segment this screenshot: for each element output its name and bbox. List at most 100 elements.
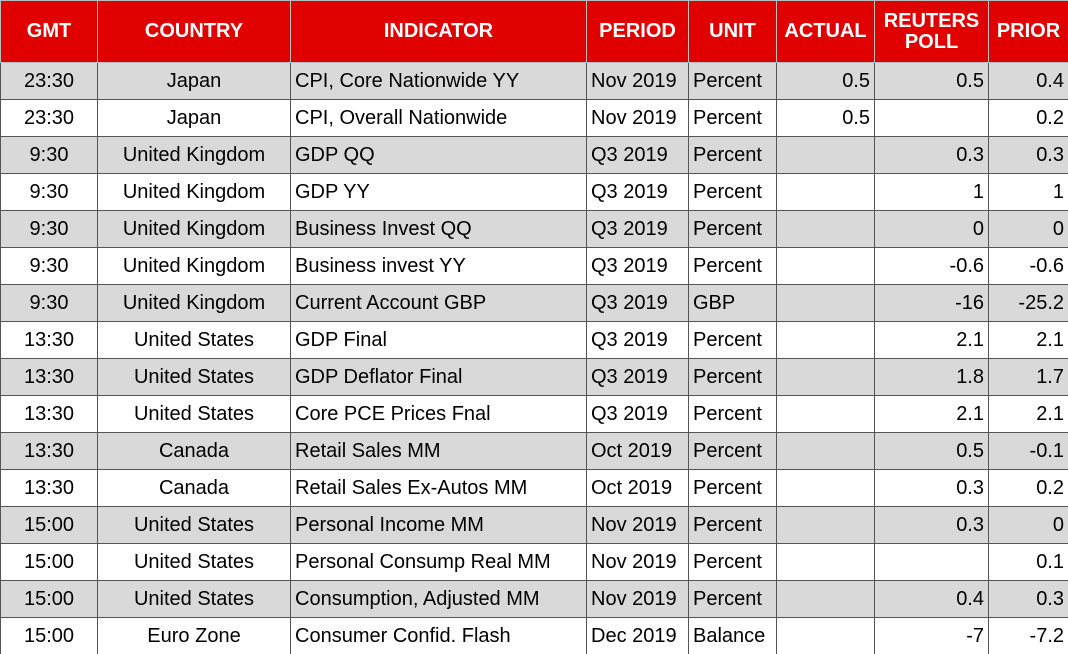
- column-header: COUNTRY: [97, 0, 291, 63]
- reuters-poll-cell: 2.1: [874, 321, 989, 359]
- period-cell: Nov 2019: [586, 62, 689, 100]
- gmt-cell: 9:30: [0, 210, 98, 248]
- indicator-cell: CPI, Overall Nationwide: [290, 99, 587, 137]
- indicator-cell: Business invest YY: [290, 247, 587, 285]
- unit-cell: Percent: [688, 543, 777, 581]
- reuters-poll-cell: -16: [874, 284, 989, 322]
- table-row: 13:30 United States GDP Deflator Final Q3 2…: [0, 358, 1068, 396]
- unit-cell: Percent: [688, 62, 777, 100]
- indicator-cell: Personal Income MM: [290, 506, 587, 544]
- column-header: ACTUAL: [776, 0, 875, 63]
- country-cell: United States: [97, 395, 291, 433]
- reuters-poll-cell: 2.1: [874, 395, 989, 433]
- indicator-cell: Consumption, Adjusted MM: [290, 580, 587, 618]
- gmt-cell: 9:30: [0, 173, 98, 211]
- indicator-cell: GDP YY: [290, 173, 587, 211]
- indicator-cell: CPI, Core Nationwide YY: [290, 62, 587, 100]
- indicator-cell: Retail Sales Ex-Autos MM: [290, 469, 587, 507]
- reuters-poll-cell: 0.3: [874, 136, 989, 174]
- reuters-poll-cell: 0.3: [874, 506, 989, 544]
- country-cell: Japan: [97, 99, 291, 137]
- period-cell: Q3 2019: [586, 173, 689, 211]
- country-cell: Canada: [97, 432, 291, 470]
- table-row: 9:30 United Kingdom Current Account GBP Q3 …: [0, 284, 1068, 322]
- country-cell: United States: [97, 506, 291, 544]
- period-cell: Q3 2019: [586, 395, 689, 433]
- gmt-cell: 9:30: [0, 284, 98, 322]
- reuters-poll-cell: -0.6: [874, 247, 989, 285]
- country-cell: United Kingdom: [97, 210, 291, 248]
- unit-cell: Percent: [688, 432, 777, 470]
- reuters-poll-cell: [874, 543, 989, 581]
- indicator-cell: GDP QQ: [290, 136, 587, 174]
- prior-cell: 1: [988, 173, 1068, 211]
- gmt-cell: 13:30: [0, 469, 98, 507]
- actual-cell: [776, 247, 875, 285]
- country-cell: United Kingdom: [97, 247, 291, 285]
- reuters-poll-cell: 0.5: [874, 62, 989, 100]
- prior-cell: 2.1: [988, 395, 1068, 433]
- unit-cell: GBP: [688, 284, 777, 322]
- prior-cell: 0.2: [988, 99, 1068, 137]
- actual-cell: [776, 469, 875, 507]
- country-cell: Japan: [97, 62, 291, 100]
- header-row: GMT COUNTRY INDICATOR PERIOD UNIT ACTUAL REUTE…: [0, 0, 1068, 63]
- gmt-cell: 13:30: [0, 395, 98, 433]
- indicator-cell: Business Invest QQ: [290, 210, 587, 248]
- period-cell: Nov 2019: [586, 506, 689, 544]
- table-row: 13:30 United States GDP Final Q3 2019 Percen…: [0, 321, 1068, 359]
- unit-cell: Percent: [688, 321, 777, 359]
- country-cell: Euro Zone: [97, 617, 291, 654]
- gmt-cell: 15:00: [0, 580, 98, 618]
- prior-cell: 0.2: [988, 469, 1068, 507]
- prior-cell: 0.3: [988, 136, 1068, 174]
- gmt-cell: 23:30: [0, 99, 98, 137]
- table-row: 9:30 United Kingdom GDP YY Q3 2019 Percent 1 1: [0, 173, 1068, 211]
- period-cell: Q3 2019: [586, 247, 689, 285]
- indicator-cell: Personal Consump Real MM: [290, 543, 587, 581]
- unit-cell: Percent: [688, 506, 777, 544]
- table-row: 9:30 United Kingdom GDP QQ Q3 2019 Percent 0.…: [0, 136, 1068, 174]
- unit-cell: Percent: [688, 395, 777, 433]
- unit-cell: Percent: [688, 99, 777, 137]
- period-cell: Q3 2019: [586, 321, 689, 359]
- indicator-cell: Consumer Confid. Flash: [290, 617, 587, 654]
- gmt-cell: 15:00: [0, 543, 98, 581]
- table-row: 9:30 United Kingdom Business invest YY Q3 2…: [0, 247, 1068, 285]
- table-row: 15:00 Euro Zone Consumer Confid. Flash Dec …: [0, 617, 1068, 654]
- table-row: 13:30 Canada Retail Sales MM Oct 2019 Percen…: [0, 432, 1068, 470]
- actual-cell: [776, 173, 875, 211]
- reuters-poll-cell: 0.3: [874, 469, 989, 507]
- prior-cell: -7.2: [988, 617, 1068, 654]
- gmt-cell: 15:00: [0, 506, 98, 544]
- gmt-cell: 23:30: [0, 62, 98, 100]
- table-row: 23:30 Japan CPI, Core Nationwide YY Nov 201…: [0, 62, 1068, 100]
- period-cell: Dec 2019: [586, 617, 689, 654]
- actual-cell: [776, 358, 875, 396]
- period-cell: Q3 2019: [586, 136, 689, 174]
- table-row: 9:30 United Kingdom Business Invest QQ Q3 2…: [0, 210, 1068, 248]
- prior-cell: 2.1: [988, 321, 1068, 359]
- unit-cell: Percent: [688, 580, 777, 618]
- reuters-poll-cell: 0.4: [874, 580, 989, 618]
- gmt-cell: 9:30: [0, 136, 98, 174]
- column-header: GMT: [0, 0, 98, 63]
- reuters-poll-cell: 1: [874, 173, 989, 211]
- period-cell: Q3 2019: [586, 284, 689, 322]
- unit-cell: Percent: [688, 358, 777, 396]
- gmt-cell: 15:00: [0, 617, 98, 654]
- actual-cell: [776, 506, 875, 544]
- actual-cell: [776, 580, 875, 618]
- column-header: PRIOR: [988, 0, 1068, 63]
- table-row: 15:00 United States Personal Income MM Nov …: [0, 506, 1068, 544]
- actual-cell: [776, 432, 875, 470]
- table-row: 15:00 United States Consumption, Adjusted …: [0, 580, 1068, 618]
- prior-cell: 0.4: [988, 62, 1068, 100]
- unit-cell: Balance: [688, 617, 777, 654]
- prior-cell: -25.2: [988, 284, 1068, 322]
- reuters-poll-cell: 1.8: [874, 358, 989, 396]
- actual-cell: 0.5: [776, 62, 875, 100]
- prior-cell: 0.1: [988, 543, 1068, 581]
- prior-cell: 1.7: [988, 358, 1068, 396]
- country-cell: United States: [97, 580, 291, 618]
